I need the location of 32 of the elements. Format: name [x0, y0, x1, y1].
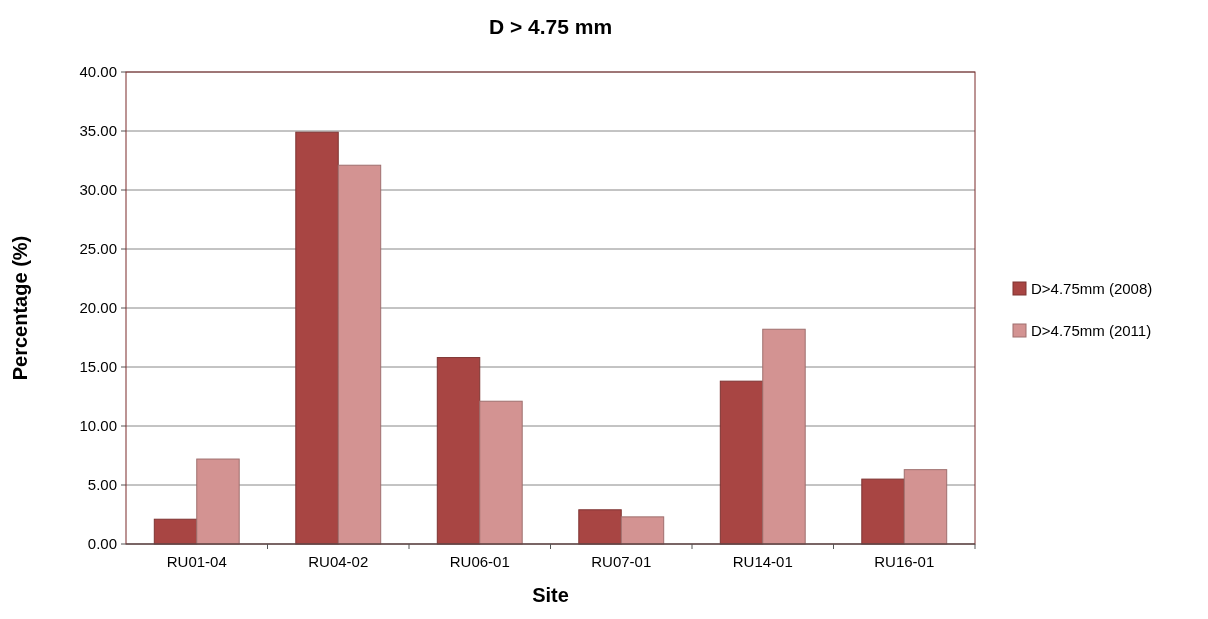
bar	[903, 469, 948, 545]
bar	[196, 458, 240, 545]
x-tick-label: RU06-01	[449, 553, 510, 570]
x-tick-label: RU16-01	[874, 553, 935, 570]
legend-label: D>4.75mm (2008)	[1031, 280, 1153, 298]
y-tick-label: 40.00	[79, 63, 117, 81]
bar	[295, 131, 339, 545]
bar	[153, 518, 198, 545]
y-tick-label: 10.00	[79, 417, 117, 435]
y-tick-label: 15.00	[79, 358, 117, 376]
x-tick-label: RU04-02	[308, 553, 369, 570]
y-tick-label: 30.00	[79, 181, 117, 199]
x-tick-label: RU01-04	[166, 553, 227, 570]
bar	[620, 516, 665, 545]
bar	[719, 380, 764, 545]
x-axis-title: Site	[532, 584, 569, 606]
y-tick-label: 35.00	[79, 122, 117, 140]
x-tick-label: RU14-01	[732, 553, 793, 570]
bar	[479, 400, 523, 545]
bar	[762, 328, 806, 545]
y-tick-label: 5.00	[87, 476, 117, 494]
y-tick-label: 25.00	[79, 240, 117, 258]
bar	[436, 357, 481, 545]
bar	[861, 478, 905, 545]
y-tick-label: 20.00	[79, 299, 117, 317]
legend-label: D>4.75mm (2011)	[1031, 322, 1152, 340]
bar	[337, 164, 382, 545]
chart-title: D > 4.75 mm	[488, 15, 613, 38]
y-axis-title: Percentage (%)	[9, 235, 31, 381]
y-tick-label: 0.00	[87, 535, 117, 553]
bar	[578, 509, 622, 545]
x-tick-label: RU07-01	[591, 553, 652, 570]
